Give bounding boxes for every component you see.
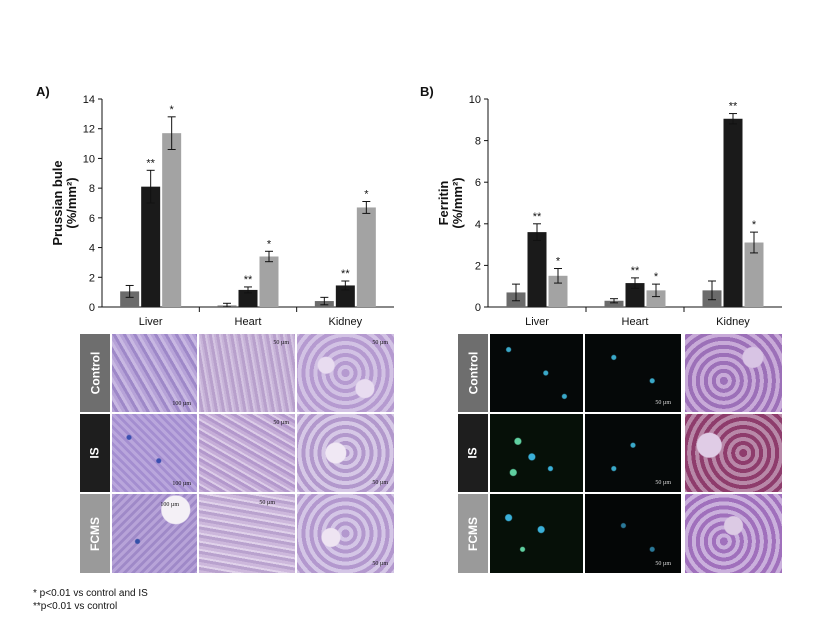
bar [625, 283, 645, 307]
bar [162, 133, 182, 307]
y-tick-label: 12 [83, 124, 95, 136]
micrograph-kidney-fcms: 50 µm [297, 494, 394, 573]
y-tick-label: 0 [89, 302, 95, 314]
micrograph-liver-is-fluor [490, 414, 583, 492]
row-label-fcms-right: FCMS [458, 494, 488, 573]
x-tick-label: Liver [525, 316, 549, 328]
scale-bar: 50 µm [372, 561, 388, 567]
micrograph-liver-control-fluor [490, 334, 583, 412]
significance-label: * [654, 271, 659, 283]
y-tick-label: 8 [89, 183, 95, 195]
row-label-control-left: Control [80, 334, 110, 412]
significance-label: ** [533, 211, 542, 223]
micrograph-heart-control-fluor: 50 µm [585, 334, 681, 412]
micrograph-liver-control: 100 µm [112, 334, 197, 412]
y-axis-label: Ferritin [436, 181, 451, 226]
micrograph-kidney-control: 50 µm [297, 334, 394, 412]
y-tick-label: 6 [89, 213, 95, 225]
significance-label: ** [146, 157, 155, 169]
micrograph-liver-fcms: 100 µm [112, 494, 197, 573]
bar [120, 291, 140, 307]
significance-label: * [267, 238, 272, 250]
scale-bar: 50 µm [655, 561, 671, 567]
y-tick-label: 14 [83, 94, 95, 106]
significance-label: * [556, 256, 561, 268]
significance-label: ** [729, 101, 738, 113]
row-label-fcms-left: FCMS [80, 494, 110, 573]
bar [141, 186, 161, 307]
x-tick-label: Heart [235, 316, 262, 328]
significance-label: * [364, 189, 369, 201]
y-axis-unit: (%/mm²) [450, 177, 465, 228]
panel-a-label: A) [36, 84, 50, 99]
x-tick-label: Kidney [329, 316, 363, 328]
y-tick-label: 6 [475, 177, 481, 189]
scale-bar: 100 µm [172, 401, 191, 407]
micrograph-heart-fcms: 50 µm [199, 494, 295, 573]
x-tick-label: Liver [139, 316, 163, 328]
micrograph-heart-is: 50 µm [199, 414, 295, 492]
significance-label: ** [631, 265, 640, 277]
y-tick-label: 0 [475, 302, 481, 314]
micrograph-liver-is: 100 µm [112, 414, 197, 492]
scale-bar: 50 µm [273, 340, 289, 346]
significance-label: * [752, 219, 757, 231]
micrograph-heart-fcms-fluor: 50 µm [585, 494, 681, 573]
y-tick-label: 2 [475, 260, 481, 272]
x-tick-label: Kidney [716, 316, 750, 328]
y-tick-label: 2 [89, 272, 95, 284]
micrograph-heart-is-fluor: 50 µm [585, 414, 681, 492]
y-tick-label: 8 [475, 136, 481, 148]
micrograph-heart-control: 50 µm [199, 334, 295, 412]
scale-bar: 50 µm [655, 480, 671, 486]
bar [646, 290, 666, 307]
row-label-is-right: IS [458, 414, 488, 492]
bar [259, 256, 279, 307]
bar [548, 275, 568, 307]
micrograph-kidney-is-ferritin [685, 414, 782, 492]
footnote-1: * p<0.01 vs control and IS [33, 588, 148, 599]
y-tick-label: 10 [83, 153, 95, 165]
scale-bar: 50 µm [372, 340, 388, 346]
micrograph-kidney-control-ferritin [685, 334, 782, 412]
significance-label: ** [341, 268, 350, 280]
scale-bar: 100 µm [172, 481, 191, 487]
bar [238, 289, 258, 307]
significance-label: ** [244, 274, 253, 286]
micrograph-kidney-fcms-ferritin [685, 494, 782, 573]
scale-bar: 50 µm [655, 400, 671, 406]
y-axis-label: Prussian bule [50, 160, 65, 245]
footnote-2: **p<0.01 vs control [33, 601, 118, 612]
x-tick-label: Heart [622, 316, 649, 328]
bar [604, 300, 624, 307]
scale-bar: 50 µm [273, 420, 289, 426]
bar [356, 207, 376, 307]
y-tick-label: 4 [89, 243, 95, 255]
significance-label: * [170, 104, 175, 116]
y-tick-label: 4 [475, 219, 481, 231]
bar [723, 118, 743, 307]
bar [744, 242, 764, 307]
bar [335, 285, 355, 307]
micrograph-kidney-is: 50 µm [297, 414, 394, 492]
panel-b-label: B) [420, 84, 434, 99]
y-tick-label: 10 [469, 94, 481, 106]
scale-bar: 100 µm [160, 502, 179, 508]
scale-bar: 50 µm [372, 480, 388, 486]
y-axis-unit: (%/mm²) [64, 177, 79, 228]
micrograph-liver-fcms-fluor [490, 494, 583, 573]
row-label-is-left: IS [80, 414, 110, 492]
scale-bar: 50 µm [259, 500, 275, 506]
row-label-control-right: Control [458, 334, 488, 412]
bar [527, 232, 547, 307]
